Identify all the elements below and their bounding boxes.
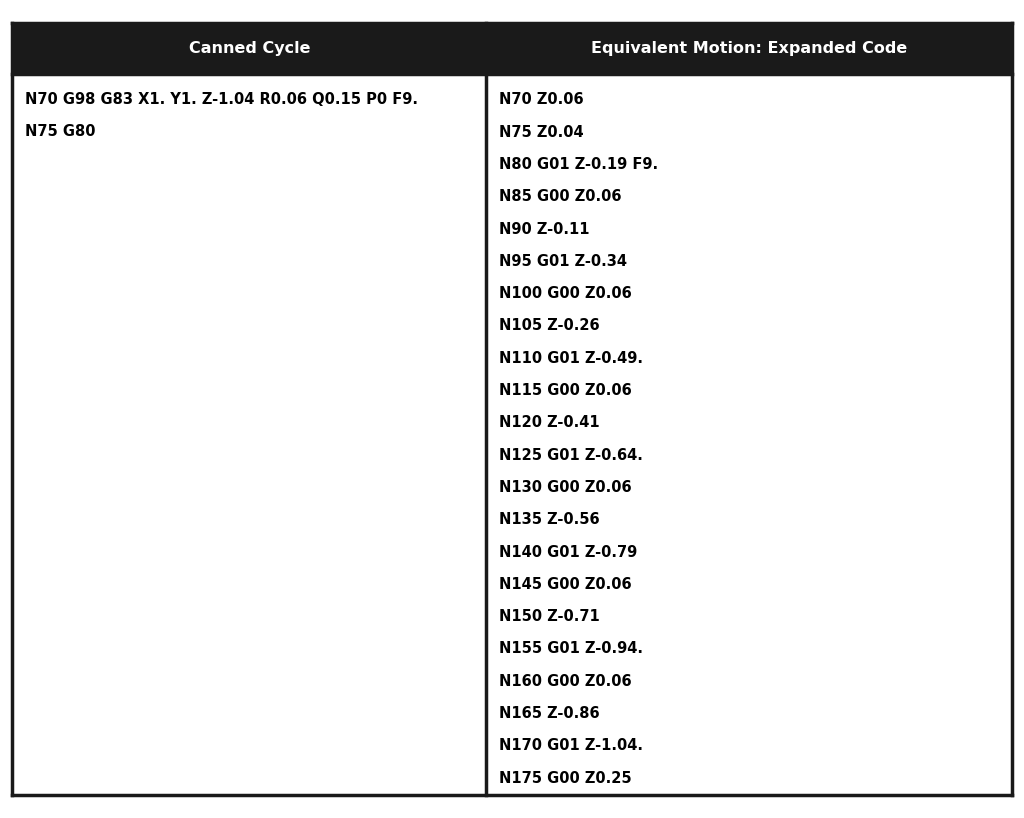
Text: N130 G00 Z0.06: N130 G00 Z0.06 bbox=[499, 480, 632, 495]
Text: N85 G00 Z0.06: N85 G00 Z0.06 bbox=[499, 189, 622, 204]
Text: N155 G01 Z-0.94.: N155 G01 Z-0.94. bbox=[499, 641, 643, 656]
Text: N75 G80: N75 G80 bbox=[25, 124, 95, 138]
Text: N150 Z-0.71: N150 Z-0.71 bbox=[499, 609, 599, 624]
Text: N110 G01 Z-0.49.: N110 G01 Z-0.49. bbox=[499, 351, 643, 366]
Text: N120 Z-0.41: N120 Z-0.41 bbox=[499, 416, 599, 430]
Text: N140 G01 Z-0.79: N140 G01 Z-0.79 bbox=[499, 545, 637, 560]
Text: N105 Z-0.26: N105 Z-0.26 bbox=[499, 318, 599, 334]
Text: N115 G00 Z0.06: N115 G00 Z0.06 bbox=[499, 383, 632, 398]
Text: N170 G01 Z-1.04.: N170 G01 Z-1.04. bbox=[499, 739, 643, 753]
Text: N145 G00 Z0.06: N145 G00 Z0.06 bbox=[499, 577, 632, 591]
Text: Canned Cycle: Canned Cycle bbox=[188, 41, 310, 56]
Text: N135 Z-0.56: N135 Z-0.56 bbox=[499, 512, 599, 528]
Text: N100 G00 Z0.06: N100 G00 Z0.06 bbox=[499, 286, 632, 301]
Bar bbox=[486, 23, 1012, 74]
Text: N90 Z-0.11: N90 Z-0.11 bbox=[499, 222, 589, 236]
Text: N70 Z0.06: N70 Z0.06 bbox=[499, 92, 584, 107]
Text: N125 G01 Z-0.64.: N125 G01 Z-0.64. bbox=[499, 447, 643, 463]
Text: N75 Z0.04: N75 Z0.04 bbox=[499, 124, 584, 140]
Text: Equivalent Motion: Expanded Code: Equivalent Motion: Expanded Code bbox=[591, 41, 907, 56]
Bar bbox=[12, 23, 486, 74]
Text: N160 G00 Z0.06: N160 G00 Z0.06 bbox=[499, 674, 632, 689]
Text: N80 G01 Z-0.19 F9.: N80 G01 Z-0.19 F9. bbox=[499, 157, 657, 172]
Text: N175 G00 Z0.25: N175 G00 Z0.25 bbox=[499, 771, 632, 785]
Text: N70 G98 G83 X1. Y1. Z-1.04 R0.06 Q0.15 P0 F9.: N70 G98 G83 X1. Y1. Z-1.04 R0.06 Q0.15 P… bbox=[25, 92, 418, 107]
Text: N165 Z-0.86: N165 Z-0.86 bbox=[499, 706, 599, 721]
Text: N95 G01 Z-0.34: N95 G01 Z-0.34 bbox=[499, 254, 627, 269]
